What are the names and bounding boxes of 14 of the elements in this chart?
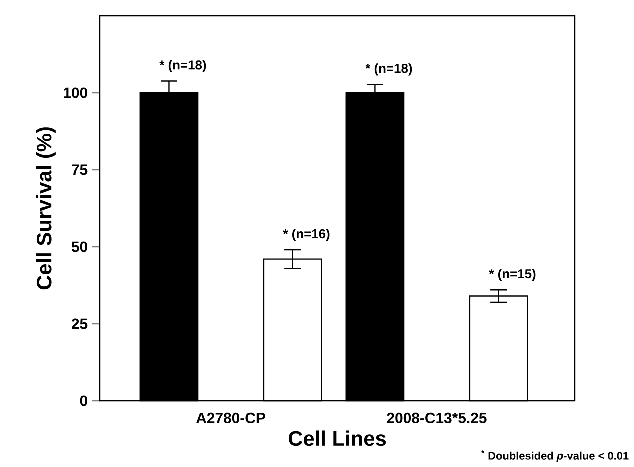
y-tick-label: 100 <box>64 88 88 98</box>
y-tick-label: 75 <box>72 164 88 176</box>
text: $^{*}$ Doublesided p-value < 0.01 <box>482 450 629 462</box>
x-tick-label: 2008-C13*5.25 <box>387 412 487 424</box>
annotation: * (n=18) <box>366 64 412 76</box>
y-tick-label: 25 <box>72 318 88 330</box>
annotation: * (n=16) <box>283 229 330 242</box>
y-tick-label: 50 <box>72 242 88 252</box>
x-tick-label: A2780-CP <box>196 412 266 424</box>
x-axis-title: Cell Lines <box>288 430 386 446</box>
y-axis-title: Cell Survival (%) <box>36 128 56 290</box>
y-tick-label: 0 <box>80 396 88 406</box>
annotation: * (n=18) <box>160 60 206 72</box>
annotation: * (n=15) <box>489 269 536 282</box>
